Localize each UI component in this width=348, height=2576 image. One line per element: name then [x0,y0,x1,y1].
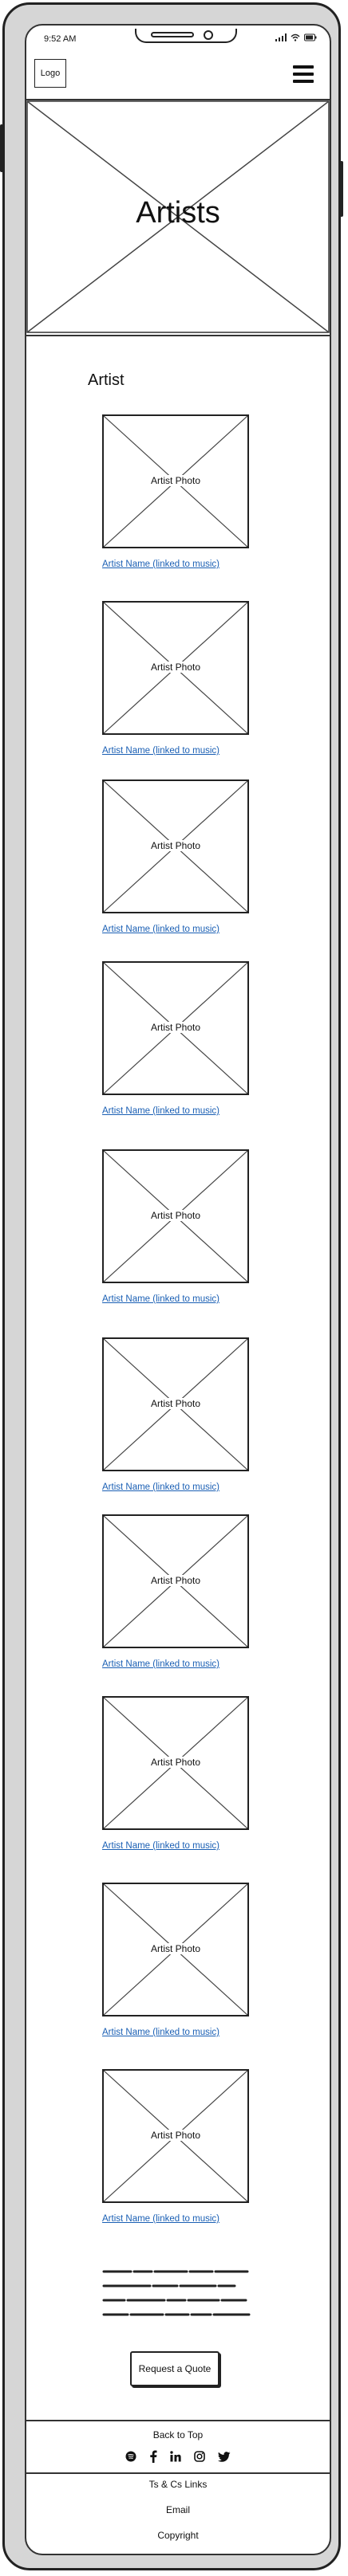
artist-card: Artist Photo Artist Name (linked to music… [102,1337,251,1492]
artist-photo-placeholder: Artist Photo [102,601,249,735]
artist-photo-label: Artist Photo [149,1398,202,1409]
footer-links: Ts & Cs Links Email Copyright [26,2479,330,2554]
artist-name-link[interactable]: Artist Name (linked to music) [102,1841,219,1851]
back-to-top-link[interactable]: Back to Top [152,2429,204,2441]
artist-photo-placeholder: Artist Photo [102,1883,249,2016]
artist-card: Artist Photo Artist Name (linked to music… [102,2069,251,2224]
artist-photo-label: Artist Photo [149,840,202,851]
copyright-text: Copyright [157,2530,199,2541]
artist-name-link[interactable]: Artist Name (linked to music) [102,1106,219,1116]
artist-card: Artist Photo Artist Name (linked to music… [102,1883,251,2037]
instagram-icon[interactable] [194,2451,205,2462]
artist-photo-label: Artist Photo [149,1943,202,1954]
artist-photo-placeholder: Artist Photo [102,1149,249,1283]
hamburger-menu-icon[interactable] [293,65,314,83]
artist-name-link[interactable]: Artist Name (linked to music) [102,2028,219,2037]
artist-card: Artist Photo Artist Name (linked to music… [102,1696,251,1851]
request-quote-button[interactable]: Request a Quote [130,2351,219,2386]
status-time: 9:52 AM [44,34,77,44]
power-button [340,161,343,217]
artist-card: Artist Photo Artist Name (linked to music… [102,779,251,934]
speaker [151,32,194,37]
email-link[interactable]: Email [165,2504,190,2515]
notch [135,29,237,43]
artist-photo-label: Artist Photo [149,1210,202,1221]
artist-name-link[interactable]: Artist Name (linked to music) [102,1294,219,1304]
facebook-icon[interactable] [149,2450,157,2463]
artist-photo-placeholder: Artist Photo [102,1696,249,1830]
artist-card: Artist Photo Artist Name (linked to music… [102,1514,251,1669]
social-icons [26,2450,330,2463]
artist-photo-label: Artist Photo [149,1022,202,1033]
terms-link[interactable]: Ts & Cs Links [148,2479,208,2490]
artist-photo-placeholder: Artist Photo [102,1337,249,1471]
artist-card: Artist Photo Artist Name (linked to music… [102,414,251,569]
camera [204,30,213,40]
status-bar: 9:52 AM [26,26,330,53]
site-header: Logo [26,53,330,100]
artist-photo-placeholder: Artist Photo [102,2069,249,2203]
artist-name-link[interactable]: Artist Name (linked to music) [102,1659,219,1669]
hero-banner: Artists [26,100,330,336]
logo[interactable]: Logo [34,59,66,88]
twitter-icon[interactable] [218,2451,231,2462]
artist-photo-placeholder: Artist Photo [102,1514,249,1648]
placeholder-text-scribble [102,2270,251,2316]
artist-photo-label: Artist Photo [149,1757,202,1768]
artist-name-link[interactable]: Artist Name (linked to music) [102,925,219,934]
hero-image-placeholder [26,100,330,333]
artist-name-link[interactable]: Artist Name (linked to music) [102,1482,219,1492]
wifi-icon [291,33,300,41]
volume-button [0,124,3,172]
artist-photo-placeholder: Artist Photo [102,779,249,913]
artist-name-link[interactable]: Artist Name (linked to music) [102,560,219,569]
footer-top: Back to Top [26,2420,330,2474]
linkedin-icon[interactable] [170,2451,181,2462]
spotify-icon[interactable] [125,2451,136,2462]
signal-icon [275,33,287,41]
artist-photo-label: Artist Photo [149,475,202,486]
artist-card: Artist Photo Artist Name (linked to music… [102,601,251,756]
battery-icon [304,33,317,41]
page-title: Artists [136,196,220,230]
artist-photo-placeholder: Artist Photo [102,961,249,1095]
section-title: Artist [88,371,125,389]
status-icons [275,33,317,41]
artist-photo-placeholder: Artist Photo [102,414,249,548]
artist-name-link[interactable]: Artist Name (linked to music) [102,746,219,756]
artist-card: Artist Photo Artist Name (linked to music… [102,961,251,1116]
artist-photo-label: Artist Photo [149,662,202,673]
artist-photo-label: Artist Photo [149,2130,202,2141]
screen: 9:52 AM Logo Artists [25,24,331,2555]
artist-photo-label: Artist Photo [149,1575,202,1586]
artist-name-link[interactable]: Artist Name (linked to music) [102,2214,219,2224]
artist-card: Artist Photo Artist Name (linked to music… [102,1149,251,1304]
